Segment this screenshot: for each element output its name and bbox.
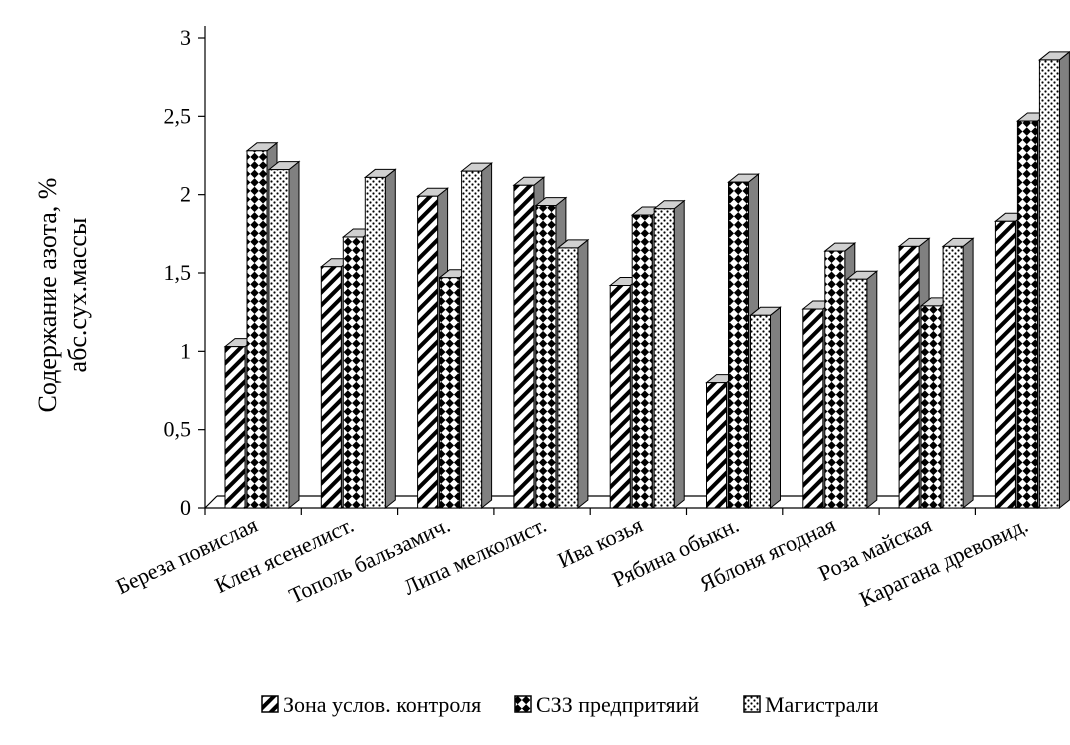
bar-front: [899, 246, 919, 508]
y-tick-label: 2,5: [164, 103, 192, 128]
bar: [847, 271, 877, 508]
y-tick-label: 0: [180, 495, 191, 520]
bar: [1039, 52, 1069, 508]
bar-front: [825, 251, 845, 508]
bar-front: [921, 306, 941, 508]
bar-front: [269, 170, 289, 508]
y-axis-title-line-2: абс.сух.массы: [63, 218, 92, 373]
bar-front: [610, 286, 630, 508]
bar-side: [674, 201, 684, 508]
bars-group: [225, 52, 1069, 508]
bar-front: [536, 206, 556, 508]
bar: [462, 163, 492, 508]
bar-front: [365, 177, 385, 508]
bar-side: [771, 307, 781, 508]
bar-front: [847, 279, 867, 508]
bar-front: [654, 209, 674, 508]
bar-front: [1017, 121, 1037, 508]
bar-front: [632, 215, 652, 508]
legend-swatch: [515, 696, 531, 712]
y-tick-label: 1,5: [164, 260, 192, 285]
bar-front: [440, 278, 460, 508]
legend-swatch: [744, 696, 760, 712]
legend-item: Магистрали: [744, 692, 879, 717]
y-axis-title-line-1: Содержание азота, %: [33, 178, 62, 413]
bar-front: [247, 151, 267, 508]
bar-front: [751, 315, 771, 508]
bar-front: [558, 248, 578, 508]
legend-item: СЗЗ предпритяий: [515, 692, 699, 717]
bar-front: [418, 196, 438, 508]
bar: [751, 307, 781, 508]
legend: Зона услов. контроля СЗЗ предпритяий Магис…: [262, 692, 879, 717]
bar-front: [343, 237, 363, 508]
y-axis-title: Содержание азота, % абс.сух.массы: [33, 178, 92, 413]
bar-front: [514, 185, 534, 508]
legend-swatch: [262, 696, 278, 712]
floor-depth-left: [205, 496, 217, 508]
bar-side: [289, 162, 299, 508]
legend-label: СЗЗ предпритяий: [536, 692, 699, 717]
bar-side: [482, 163, 492, 508]
y-tick-label: 0,5: [164, 417, 192, 442]
x-category-label: Карагана древовид.: [855, 512, 1031, 612]
y-tick-label: 3: [180, 25, 191, 50]
x-category-label: Тополь бальзамич.: [285, 512, 454, 608]
bar-side: [385, 169, 395, 508]
legend-label: Зона услов. контроля: [283, 692, 481, 717]
y-tick-label: 2: [180, 182, 191, 207]
bar-front: [803, 309, 823, 508]
bar-front: [729, 182, 749, 508]
bar-front: [321, 267, 341, 508]
bar-side: [1059, 52, 1069, 508]
bar: [365, 169, 395, 508]
bar-front: [943, 246, 963, 508]
bar: [558, 240, 588, 508]
bar-front: [225, 347, 245, 508]
legend-label: Магистрали: [765, 692, 879, 717]
bar-side: [578, 240, 588, 508]
bar-side: [867, 271, 877, 508]
bar: [269, 162, 299, 508]
legend-item: Зона услов. контроля: [262, 692, 481, 717]
bar-front: [995, 221, 1015, 508]
bar: [943, 238, 973, 508]
bar-front: [1039, 60, 1059, 508]
bar: [654, 201, 684, 508]
y-tick-label: 1: [180, 338, 191, 363]
bar-front: [707, 383, 727, 508]
bar-side: [963, 238, 973, 508]
bar-front: [462, 171, 482, 508]
